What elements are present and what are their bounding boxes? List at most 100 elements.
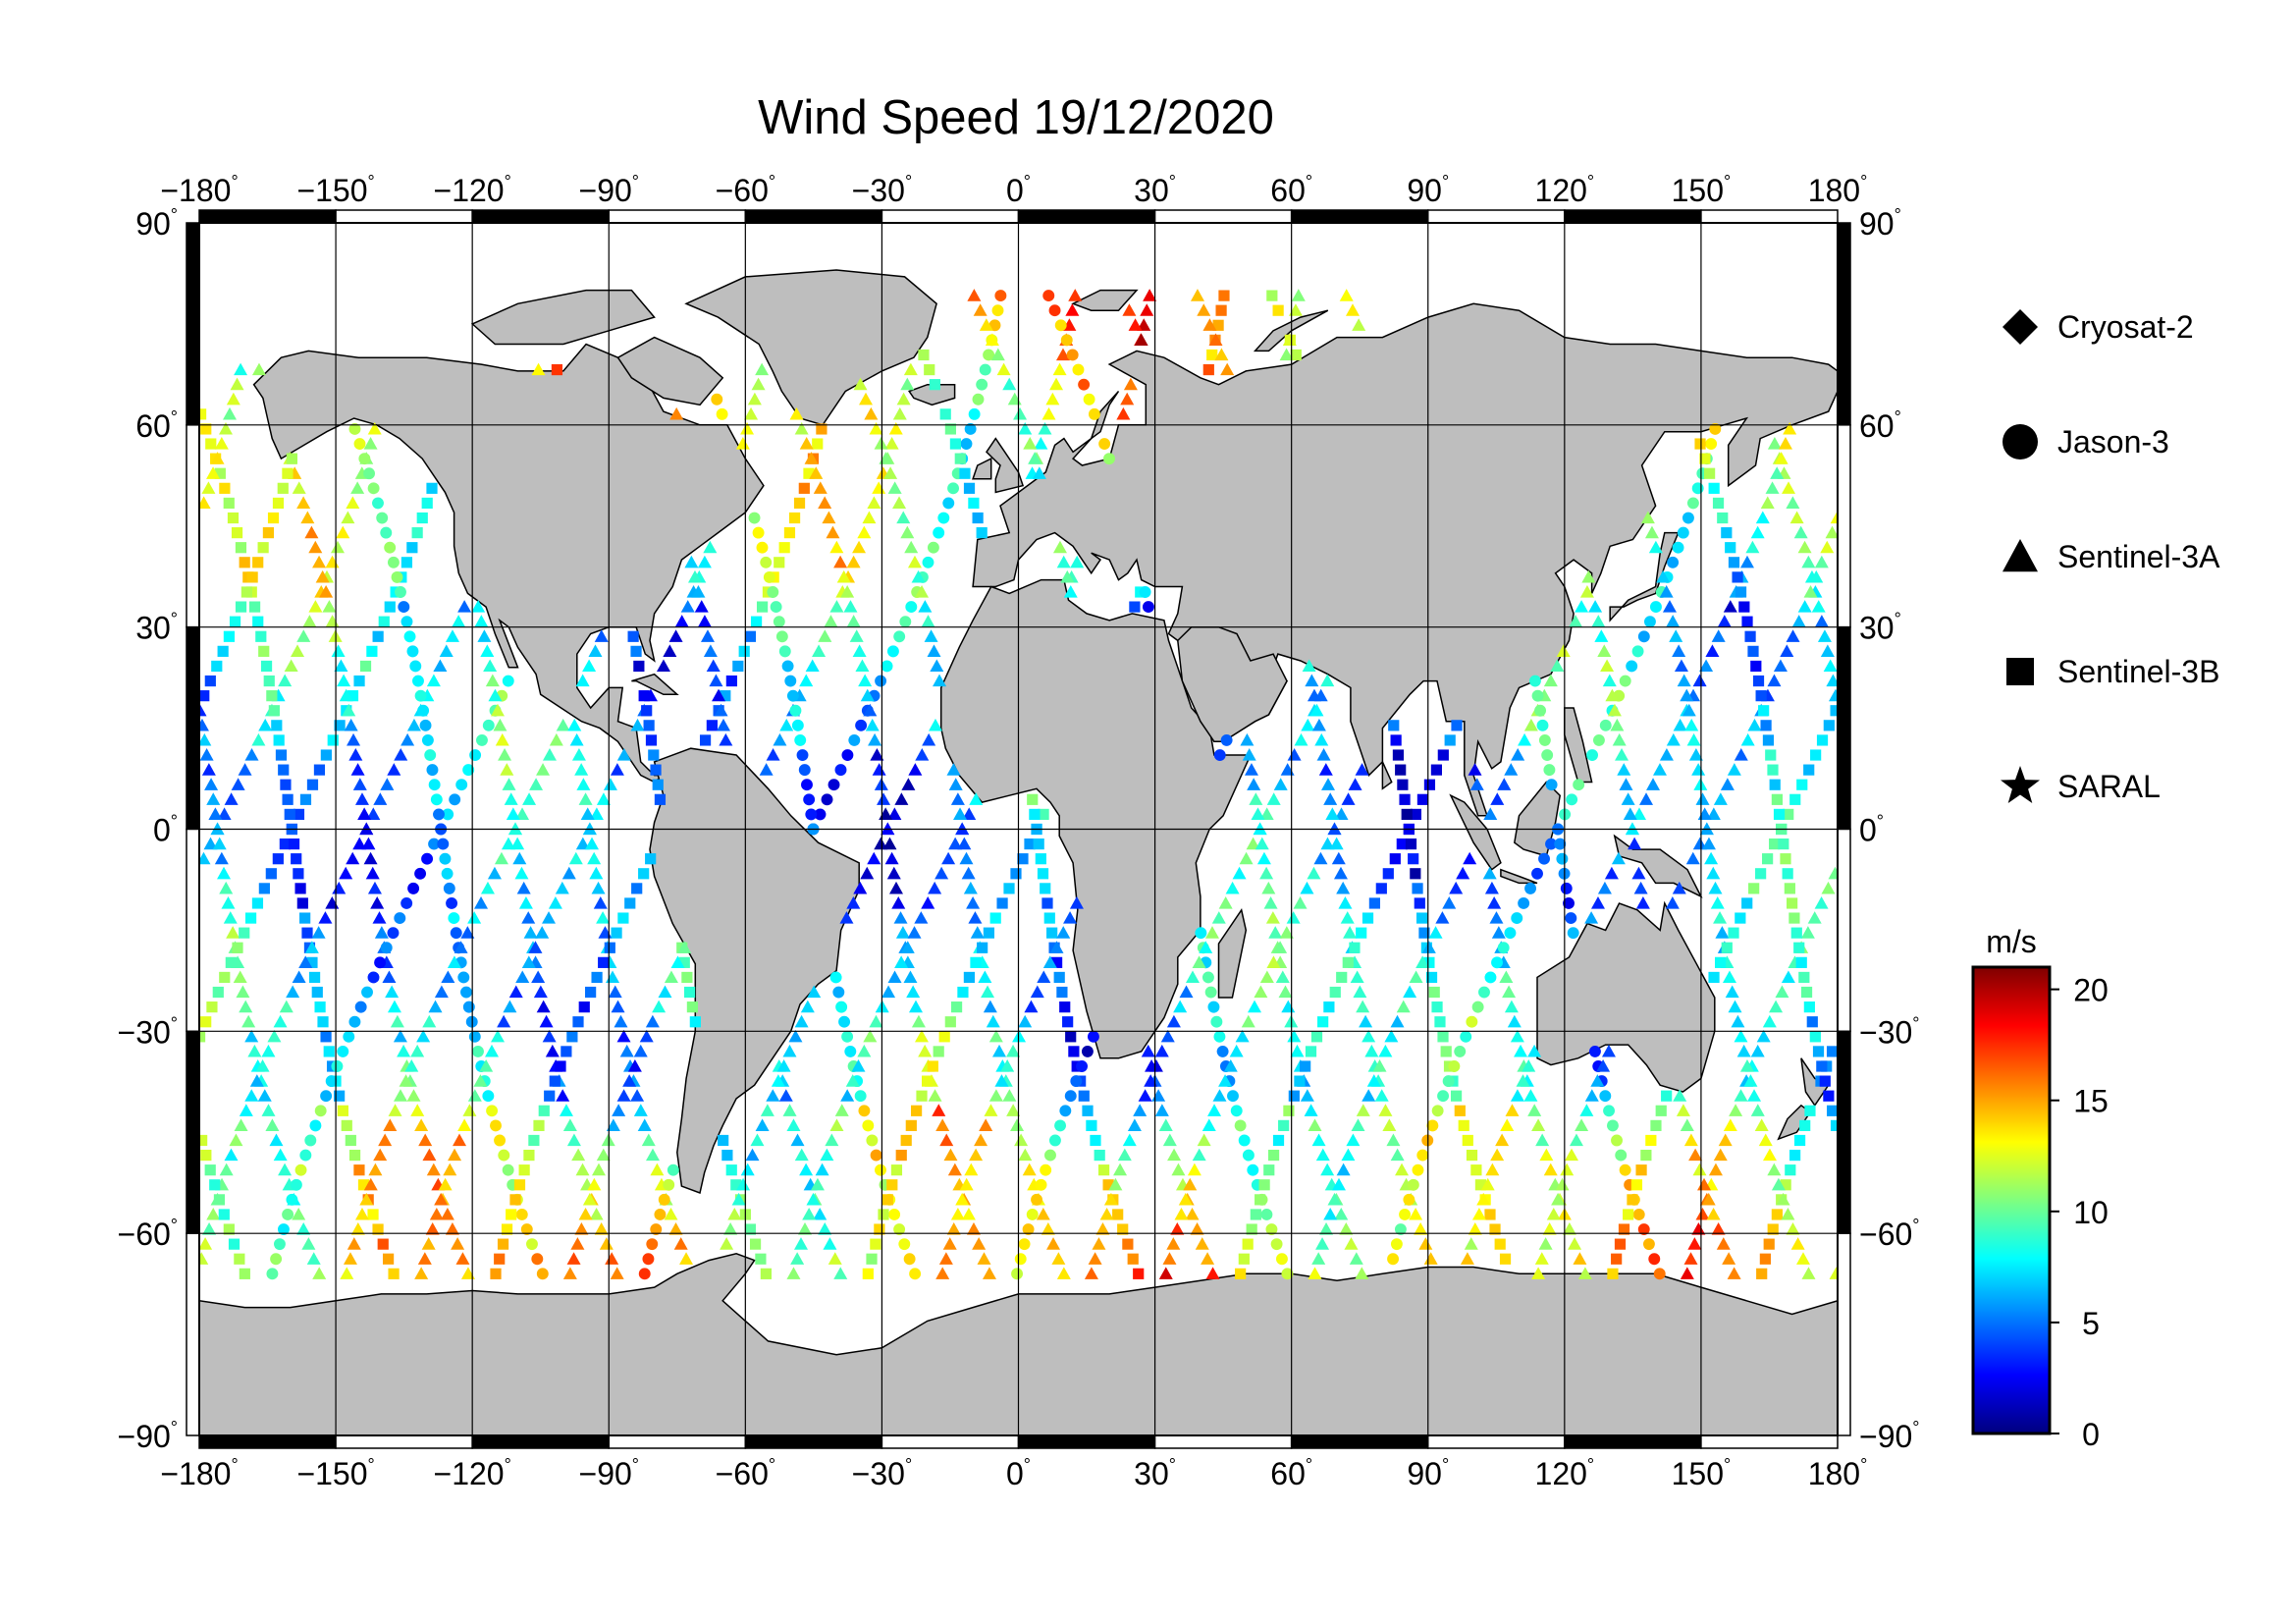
track-point [797, 1222, 812, 1235]
track-point [1828, 866, 1838, 880]
track-point [1046, 1237, 1061, 1250]
track-point [865, 718, 880, 731]
track-point [1504, 1000, 1519, 1013]
track-point [1304, 1104, 1318, 1116]
track-point [212, 986, 224, 999]
land-new-zealand-1 [1800, 1057, 1830, 1108]
track-point [1656, 569, 1671, 583]
track-point [1495, 1133, 1510, 1147]
track-point [844, 1045, 857, 1057]
track-point [1038, 808, 1049, 821]
track-point [1208, 333, 1223, 346]
track-point [199, 690, 210, 702]
track-point [1643, 616, 1656, 628]
latitude-tick-label: −30° [1859, 1013, 1919, 1050]
track-point [258, 883, 270, 894]
track-point [284, 808, 295, 821]
track-point [593, 895, 608, 909]
track-point [284, 659, 298, 673]
track-point [908, 763, 923, 776]
track-point [1287, 1029, 1302, 1043]
track-point [236, 985, 250, 999]
track-point [460, 1267, 475, 1279]
track-point [438, 1177, 453, 1191]
track-point [594, 1222, 609, 1235]
satellite-legend: Cryosat-2Jason-3Sentinel-3ASentinel-3BSA… [2001, 309, 2220, 804]
track-point [1790, 1237, 1805, 1250]
track-point [280, 779, 292, 790]
track-point [1562, 1222, 1576, 1235]
track-point [1048, 304, 1061, 317]
track-point [766, 748, 780, 761]
track-point [751, 377, 766, 391]
track-point [221, 895, 236, 909]
track-point [1082, 1105, 1094, 1116]
track-point [1661, 1090, 1673, 1102]
track-point [1786, 1222, 1800, 1235]
track-point [1403, 1193, 1415, 1206]
latitude-labels-left: 90°60°30°0°−30°−60°−90° [118, 205, 178, 1454]
track-point [434, 985, 449, 999]
track-point [1736, 1044, 1751, 1057]
colorbar-tick-label: 15 [2073, 1084, 2109, 1119]
track-point [658, 985, 672, 999]
track-point [1238, 1134, 1251, 1147]
track-point [596, 911, 611, 924]
track-point [1716, 1237, 1731, 1250]
track-point [1037, 868, 1049, 880]
track-point [291, 644, 305, 657]
track-point [774, 557, 785, 568]
track-point [1041, 406, 1056, 420]
track-point [798, 764, 811, 777]
track-point [1456, 866, 1470, 880]
track-point [938, 1252, 953, 1265]
track-point [515, 1209, 528, 1220]
track-point [1034, 437, 1048, 450]
track-point [1442, 895, 1457, 909]
track-point [875, 675, 887, 687]
track-point [979, 1118, 993, 1131]
track-point [1002, 377, 1017, 391]
track-point [826, 525, 840, 539]
track-point [963, 971, 976, 984]
track-point [1710, 895, 1725, 909]
track-point [1692, 837, 1707, 850]
track-point [1210, 1015, 1223, 1028]
track-point [1828, 688, 1838, 702]
track-point [214, 437, 229, 450]
track-point [1218, 1074, 1233, 1087]
track-point [1154, 1104, 1169, 1116]
track-point [1425, 971, 1438, 984]
track-point [210, 822, 225, 836]
track-point [1611, 1253, 1623, 1265]
track-point [286, 453, 297, 464]
track-point [239, 1000, 253, 1013]
track-point [562, 1118, 577, 1131]
track-point [265, 868, 277, 880]
track-point [1140, 303, 1154, 316]
track-point [1128, 318, 1143, 331]
track-point [982, 1267, 996, 1279]
track-point [417, 1252, 432, 1265]
track-point [859, 392, 874, 406]
track-point [569, 732, 584, 746]
track-point [277, 1223, 290, 1236]
track-point [1142, 601, 1154, 614]
track-point [1637, 630, 1650, 643]
frame-segment-top [744, 209, 883, 224]
track-point [426, 1163, 441, 1176]
track-point [1623, 807, 1637, 821]
track-point [1338, 895, 1353, 909]
track-point [950, 1001, 963, 1013]
square-icon [2006, 658, 2034, 685]
track-point [572, 1016, 584, 1028]
track-point [1814, 555, 1829, 568]
track-point [608, 985, 622, 999]
track-point [1215, 304, 1227, 316]
frame-segment-bottom [1290, 1434, 1429, 1449]
track-point [1390, 1014, 1405, 1028]
track-point [1752, 675, 1765, 687]
track-point [260, 660, 273, 673]
track-point [388, 1104, 402, 1116]
track-point [212, 837, 227, 850]
